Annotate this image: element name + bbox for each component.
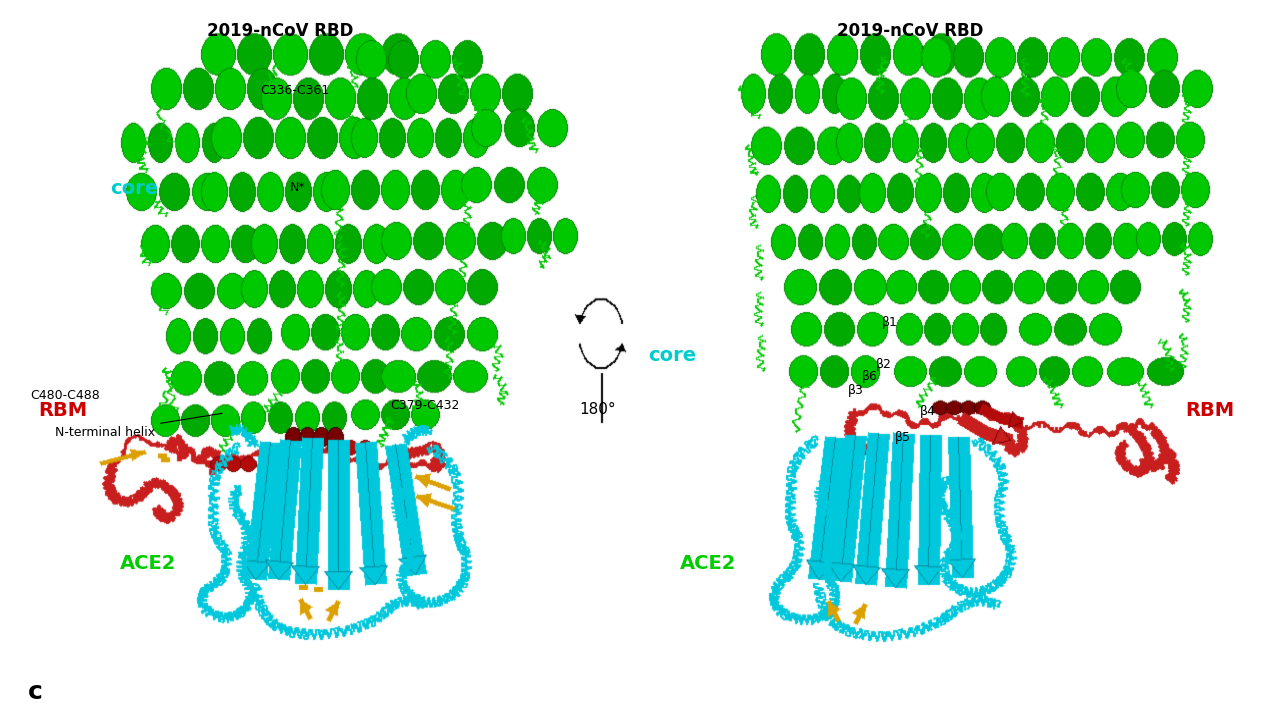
Text: ACE2: ACE2 [120, 554, 177, 573]
Text: RBM: RBM [38, 402, 87, 421]
Text: β4: β4 [920, 405, 936, 418]
Text: C379-C432: C379-C432 [390, 399, 459, 412]
Text: 2019-nCoV RBD: 2019-nCoV RBD [207, 22, 353, 40]
Text: C480-C488: C480-C488 [30, 389, 100, 402]
Text: ACE2: ACE2 [680, 554, 736, 573]
Text: β2: β2 [876, 358, 892, 370]
Text: C336-C361: C336-C361 [260, 83, 329, 97]
Text: core: core [110, 180, 158, 198]
Text: RBM: RBM [1185, 402, 1234, 421]
Text: 180°: 180° [579, 402, 616, 417]
Text: β5: β5 [895, 431, 911, 443]
Text: c: c [28, 680, 43, 704]
Text: N-terminal helix: N-terminal helix [56, 414, 222, 439]
Text: β6: β6 [862, 370, 878, 383]
Text: β3: β3 [848, 384, 864, 397]
Text: 2019-nCoV RBD: 2019-nCoV RBD [837, 22, 983, 40]
Text: N*: N* [290, 181, 305, 194]
Text: core: core [647, 346, 697, 365]
Text: β1: β1 [882, 316, 897, 329]
